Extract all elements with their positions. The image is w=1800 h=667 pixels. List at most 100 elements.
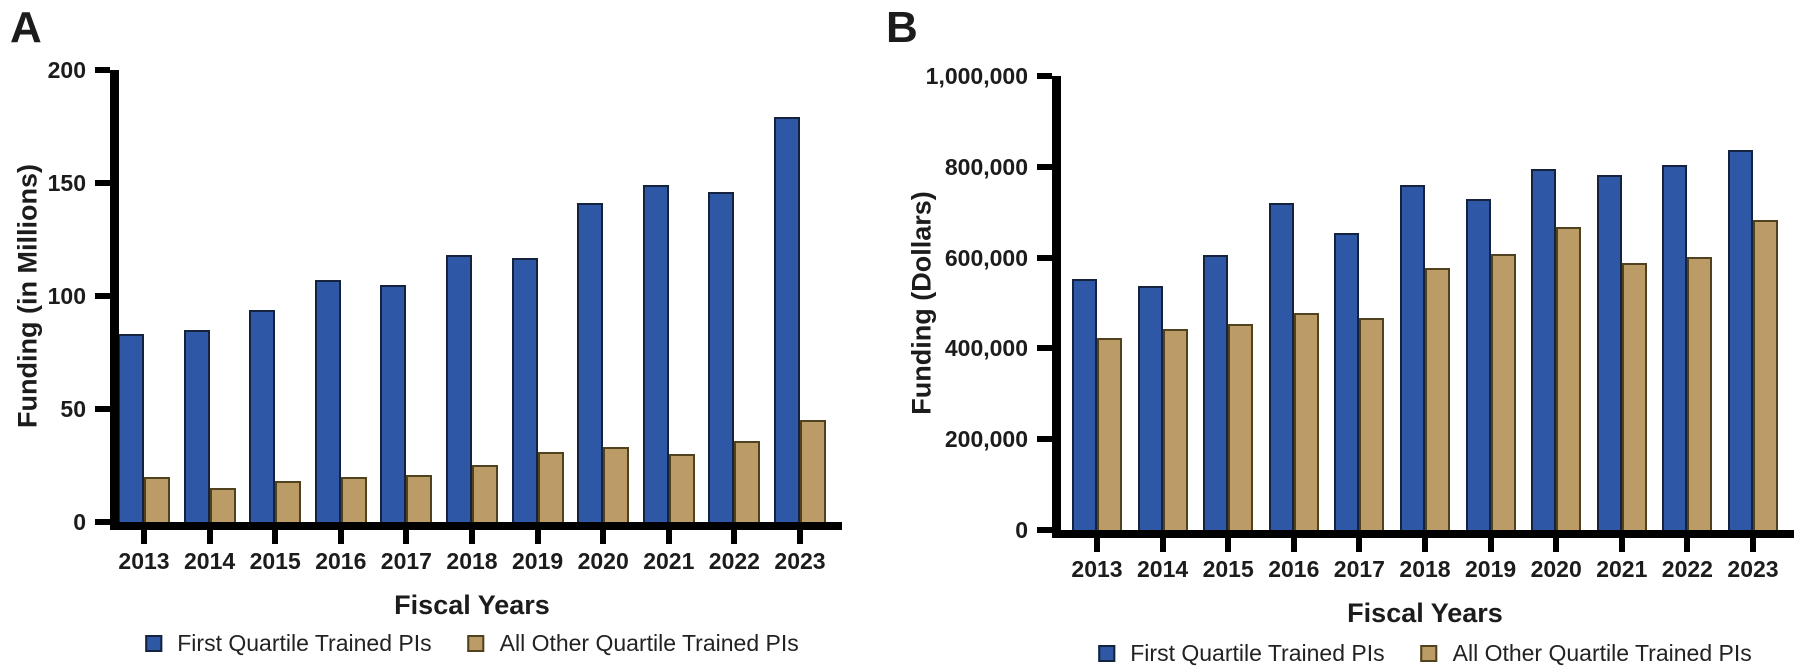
x-tick-label: 2020 (577, 548, 629, 574)
legend-label: First Quartile Trained PIs (177, 630, 432, 656)
x-tick (403, 530, 410, 544)
bar-2020-all-other (1556, 227, 1582, 530)
bar-2023-first-quartile (1728, 150, 1753, 530)
y-axis-title: Funding (Dollars) (906, 191, 937, 415)
legend-item-first-quartile: First Quartile Trained PIs (1098, 640, 1385, 667)
bar-2020-first-quartile (1531, 169, 1557, 530)
x-tick-label: 2021 (1596, 556, 1648, 582)
x-axis-title: Fiscal Years (1347, 598, 1503, 628)
y-tick-label: 800,000 (944, 153, 1028, 180)
bar-2019-all-other (1490, 254, 1516, 530)
bar-2022-first-quartile (708, 192, 735, 522)
y-axis-line (1052, 76, 1061, 538)
bar-2019-first-quartile (1465, 199, 1491, 530)
legend-swatch-blue-icon (1098, 645, 1116, 662)
x-tick (1422, 538, 1428, 552)
x-tick (141, 530, 147, 544)
bar-2023-all-other (1753, 220, 1778, 530)
y-tick (95, 293, 110, 299)
bar-2017-first-quartile (1334, 233, 1360, 530)
x-tick (337, 530, 344, 544)
legend-item-all-other-quartile: All Other Quartile Trained PIs (1420, 640, 1752, 667)
bar-2015-all-other (275, 481, 302, 522)
bar-2021-all-other (668, 454, 695, 522)
x-tick (1487, 538, 1494, 552)
x-tick (206, 530, 213, 544)
legend-swatch-tan-icon (467, 635, 485, 652)
legend-swatch-blue-icon (145, 635, 163, 652)
x-axis-line (110, 522, 842, 530)
bar-2019-first-quartile (511, 258, 538, 522)
x-tick-label: 2014 (184, 548, 236, 574)
y-tick-label: 50 (60, 396, 86, 422)
x-tick (1290, 538, 1297, 552)
x-tick-label: 2019 (1465, 556, 1517, 582)
panel-a: A Funding (in Millions) 2013 2014 2015 2016… (0, 0, 900, 665)
x-tick (1618, 538, 1625, 552)
x-tick (731, 530, 738, 544)
x-tick (272, 530, 279, 544)
x-tick-label: 2016 (315, 548, 367, 574)
x-tick-label: 2018 (446, 548, 498, 574)
bar-2018-first-quartile (1400, 185, 1425, 530)
bar-2018-first-quartile (446, 255, 472, 522)
y-tick (95, 519, 110, 525)
x-tick-label: 2016 (1268, 556, 1320, 582)
x-tick (1225, 538, 1232, 552)
bar-2023-all-other (800, 420, 826, 522)
y-axis-line (110, 70, 119, 530)
x-tick (1159, 538, 1166, 552)
bar-2015-first-quartile (249, 310, 276, 522)
x-tick-label: 2015 (1202, 556, 1254, 582)
legend-label: First Quartile Trained PIs (1130, 640, 1385, 666)
x-tick-label: 2018 (1399, 556, 1451, 582)
bar-2021-first-quartile (1596, 175, 1622, 530)
y-tick-label: 0 (73, 509, 86, 535)
y-tick (1037, 527, 1052, 533)
x-tick (1553, 538, 1560, 552)
bar-2018-all-other (1425, 268, 1450, 530)
bar-2014-first-quartile (1137, 286, 1163, 530)
y-tick-label: 150 (47, 170, 86, 196)
x-tick (600, 530, 607, 544)
legend-label: All Other Quartile Trained PIs (1452, 640, 1752, 666)
bar-2016-first-quartile (1268, 203, 1294, 530)
bar-2014-all-other (209, 488, 236, 522)
bar-2013-first-quartile (1072, 279, 1097, 530)
bar-2017-first-quartile (380, 285, 407, 522)
x-tick-label: 2013 (118, 548, 170, 574)
x-tick (1094, 538, 1100, 552)
x-tick-label: 2023 (1727, 556, 1779, 582)
legend-item-first-quartile: First Quartile Trained PIs (145, 630, 432, 657)
legend-item-all-other-quartile: All Other Quartile Trained PIs (467, 630, 799, 657)
legend: First Quartile Trained PIs All Other Qua… (145, 630, 799, 657)
y-tick-label: 600,000 (944, 244, 1028, 271)
panel-b: B Funding (Dollars) 2013 2014 2015 2016 2017… (886, 0, 1800, 667)
x-tick-label: 2015 (249, 548, 301, 574)
panel-letter: B (886, 3, 918, 52)
bar-2016-all-other (1293, 313, 1319, 530)
bar-2020-all-other (603, 447, 630, 522)
x-axis-title: Fiscal Years (394, 590, 550, 620)
x-tick-label: 2021 (643, 548, 695, 574)
y-tick (1037, 73, 1052, 79)
bar-2023-first-quartile (774, 117, 800, 522)
bar-2015-first-quartile (1203, 255, 1229, 530)
y-tick (95, 406, 110, 412)
bar-2016-first-quartile (314, 280, 341, 522)
bar-2022-first-quartile (1662, 165, 1688, 530)
y-tick (1037, 163, 1052, 170)
bar-2022-all-other (734, 441, 761, 522)
x-tick-label: 2022 (1661, 556, 1713, 582)
bar-2014-first-quartile (183, 330, 210, 522)
x-tick-label: 2022 (708, 548, 760, 574)
bar-2018-all-other (472, 465, 498, 522)
y-tick (1037, 254, 1052, 261)
bar-2019-all-other (537, 452, 564, 522)
legend-swatch-tan-icon (1420, 645, 1438, 662)
x-axis-line (1052, 530, 1794, 538)
panel-letter: A (10, 3, 42, 52)
y-tick (95, 67, 110, 73)
legend-label: All Other Quartile Trained PIs (499, 630, 799, 656)
